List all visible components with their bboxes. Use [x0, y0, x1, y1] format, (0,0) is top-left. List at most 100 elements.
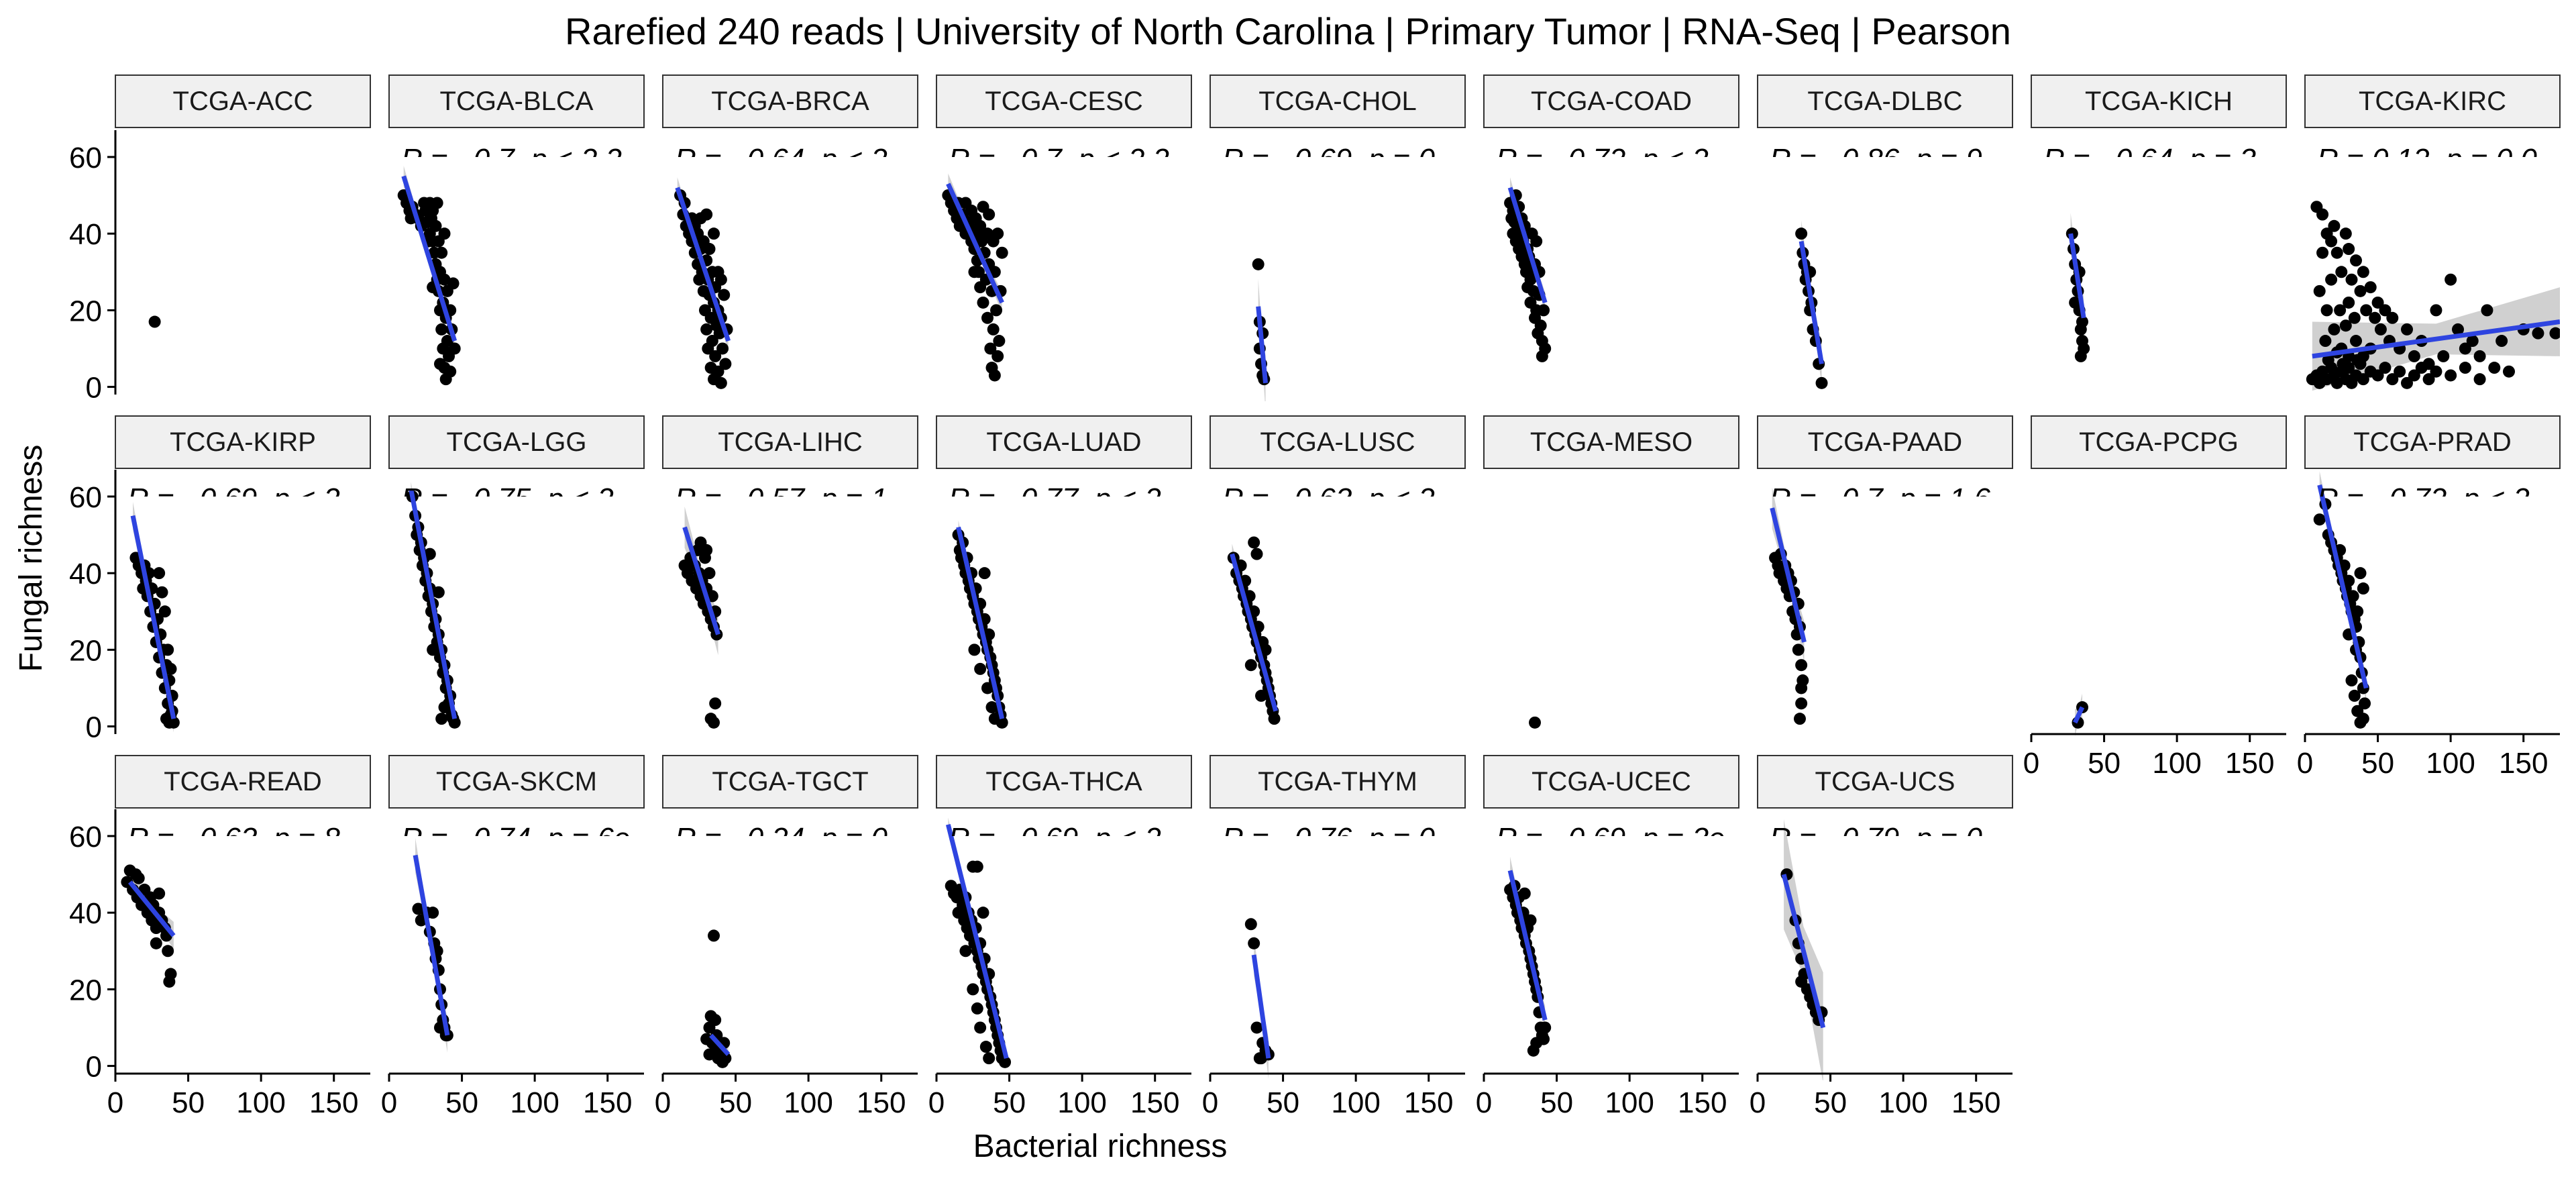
stat-annotation-tcga-coad: R = −0.72, p < 2. — [1496, 143, 1717, 176]
stat-annotation-tcga-dlbc: R = −0.86, p = 9. — [1770, 143, 1990, 176]
stat-annotation-tcga-skcm: R = −0.74, p = 6e — [401, 822, 630, 855]
stat-annotation-tcga-luad: R = −0.77, p < 2. — [949, 482, 1169, 515]
x-tick-label: 150 — [2225, 747, 2274, 780]
x-tick-label: 100 — [510, 1086, 559, 1119]
data-point — [1795, 975, 1808, 988]
stat-annotation-tcga-kirc: R = 0.12, p = 0.0 — [2317, 143, 2537, 176]
data-point — [431, 197, 443, 209]
y-tick-label: 40 — [69, 897, 102, 930]
panel-tcga-lgg: TCGA-LGG R = −0.75, p < 2. — [388, 415, 645, 729]
y-tick-label: 40 — [69, 558, 102, 590]
x-tick-label: 50 — [993, 1086, 1026, 1119]
x-tick-label: 50 — [172, 1086, 205, 1119]
x-tick-label: 0 — [928, 1086, 945, 1119]
data-point — [999, 1055, 1012, 1068]
panel-tcga-ucec: TCGA-UCEC R = −0.69, p = 3e 0 50 100 150 — [1476, 755, 1739, 1119]
fit-line-tcga-paad — [1770, 507, 1807, 643]
x-tick-label: 150 — [857, 1086, 906, 1119]
data-point — [991, 350, 1004, 362]
data-point — [2338, 559, 2351, 572]
data-point — [132, 872, 145, 884]
fit-line-tcga-kirp — [130, 515, 176, 719]
data-point — [2357, 373, 2369, 386]
y-tick-label: 20 — [69, 634, 102, 667]
strip-tcga-tgct — [662, 755, 918, 809]
data-point — [2422, 373, 2435, 386]
x-tick-label: 150 — [1678, 1086, 1727, 1119]
data-point — [1524, 914, 1537, 927]
fit-line-tcga-ucs — [1781, 874, 1826, 1029]
fit-line-tcga-pcpg — [2072, 706, 2085, 724]
stat-annotation-tcga-thca: R = −0.69, p < 2. — [949, 822, 1169, 855]
x-tick-label: 50 — [445, 1086, 478, 1119]
data-point — [2532, 327, 2544, 340]
strip-label-tcga-meso: TCGA-MESO — [1530, 427, 1693, 457]
data-point — [974, 662, 987, 675]
fit-line-tcga-blca — [401, 175, 458, 342]
data-point — [1538, 304, 1550, 317]
data-point — [993, 335, 1006, 348]
data-point — [148, 315, 161, 328]
strip-tcga-ucs — [1757, 755, 2013, 809]
strip-label-tcga-read: TCGA-READ — [164, 767, 322, 796]
y-tick-label: 60 — [69, 142, 102, 174]
data-point — [2503, 365, 2515, 378]
y-tick-label: 0 — [86, 1051, 102, 1084]
data-point — [1796, 674, 1809, 687]
panel-tcga-thca: TCGA-THCA R = −0.69, p < 2. 0 50 100 150 — [928, 755, 1192, 1119]
strip-tcga-thym — [1210, 755, 1466, 809]
panel-tcga-lihc: TCGA-LIHC R = −0.57, p = 1. — [662, 415, 918, 729]
data-point — [2360, 304, 2373, 317]
strip-tcga-coad — [1483, 74, 1739, 128]
fit-line-tcga-coad — [1507, 187, 1548, 303]
data-point — [1795, 697, 1808, 710]
data-point — [2328, 323, 2341, 336]
panel-tcga-tgct: TCGA-TGCT R = −0.24, p = 0. 0 50 100 150 — [655, 755, 918, 1119]
strip-tcga-lgg — [388, 415, 645, 469]
x-tick-label: 150 — [1404, 1086, 1453, 1119]
data-point — [2549, 327, 2560, 340]
x-tick-label: 100 — [1057, 1086, 1106, 1119]
data-point — [2348, 689, 2361, 702]
strip-tcga-prad — [2304, 415, 2561, 469]
data-point — [2343, 574, 2355, 587]
x-tick-label: 0 — [1202, 1086, 1218, 1119]
strip-tcga-luad — [936, 415, 1192, 469]
strip-label-tcga-luad: TCGA-LUAD — [986, 427, 1141, 457]
panel-tcga-dlbc: TCGA-DLBC R = −0.86, p = 9. — [1757, 74, 2013, 389]
strip-label-tcga-thym: TCGA-THYM — [1258, 767, 1417, 796]
panel-tcga-pcpg: TCGA-PCPG 0 50 100 150 — [2023, 415, 2287, 780]
data-point — [709, 350, 722, 362]
data-point — [2386, 373, 2399, 386]
data-point — [988, 369, 1001, 382]
fit-line-tcga-chol — [1256, 306, 1268, 384]
fit-line-tcga-dlbc — [1799, 241, 1824, 364]
data-point — [441, 335, 453, 348]
strip-tcga-brca — [662, 74, 918, 128]
strip-label-tcga-ucs: TCGA-UCS — [1815, 767, 1955, 796]
data-point — [978, 567, 991, 580]
data-point — [1259, 643, 1272, 656]
data-point — [2473, 373, 2486, 386]
data-point — [1250, 548, 1263, 560]
data-point — [996, 246, 1008, 259]
data-point — [2359, 697, 2371, 710]
data-point — [444, 365, 457, 378]
data-point — [2473, 350, 2486, 362]
data-point — [1248, 536, 1260, 549]
strip-tcga-pcpg — [2031, 415, 2287, 469]
strip-label-tcga-kich: TCGA-KICH — [2085, 87, 2233, 116]
strip-tcga-paad — [1757, 415, 2013, 469]
strip-tcga-chol — [1210, 74, 1466, 128]
data-point — [2347, 590, 2359, 603]
strip-label-tcga-acc: TCGA-ACC — [173, 87, 313, 116]
strip-label-tcga-tgct: TCGA-TGCT — [712, 767, 868, 796]
strip-tcga-kich — [2031, 74, 2287, 128]
panel-tcga-kirc: TCGA-KIRC R = 0.12, p = 0.0 — [2304, 74, 2561, 391]
data-point — [2348, 311, 2361, 324]
stat-annotation-tcga-cesc: R = −0.7, p < 2.2 — [949, 143, 1169, 176]
strip-tcga-lihc — [662, 415, 918, 469]
x-tick-label: 100 — [1331, 1086, 1380, 1119]
data-point — [429, 219, 442, 232]
data-point — [435, 713, 448, 725]
